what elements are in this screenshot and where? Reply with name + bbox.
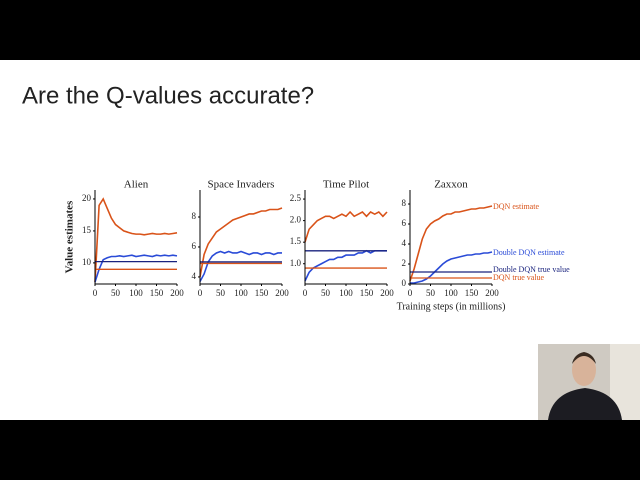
series-annotation: Double DQN true value xyxy=(493,265,570,274)
x-tick-label: 150 xyxy=(150,288,164,298)
chart-title: Time Pilot xyxy=(323,179,369,191)
y-tick-label: 10 xyxy=(82,257,92,267)
x-tick-label: 200 xyxy=(170,288,184,298)
y-tick-label: 2 xyxy=(402,258,407,268)
y-tick-label: 4 xyxy=(192,271,197,281)
webcam xyxy=(538,344,640,420)
x-tick-label: 150 xyxy=(465,288,479,298)
y-tick-label: 1.5 xyxy=(290,236,302,246)
x-axis-label: Training steps (in millions) xyxy=(397,301,506,312)
y-tick-label: 2.5 xyxy=(290,193,302,203)
y-tick-label: 6 xyxy=(402,218,407,228)
webcam-body xyxy=(548,388,622,420)
y-tick-label: 4 xyxy=(402,238,407,248)
series-line xyxy=(94,197,178,283)
chart-title: Zaxxon xyxy=(434,179,468,191)
x-tick-label: 0 xyxy=(93,288,98,298)
series-line xyxy=(199,207,283,278)
webcam-hair xyxy=(572,352,596,364)
x-tick-label: 0 xyxy=(198,288,203,298)
y-tick-label: 20 xyxy=(82,193,92,203)
x-tick-label: 200 xyxy=(380,288,394,298)
series-line xyxy=(409,205,493,282)
x-tick-label: 0 xyxy=(303,288,308,298)
y-tick-label: 8 xyxy=(192,211,197,221)
y-axis-label: Value estimates xyxy=(64,200,76,273)
slide-title: Are the Q-values accurate? xyxy=(22,82,314,109)
slide xyxy=(0,60,640,420)
x-tick-label: 50 xyxy=(111,288,121,298)
x-tick-label: 150 xyxy=(255,288,269,298)
series-line xyxy=(410,251,493,284)
webcam-face xyxy=(572,354,596,386)
x-tick-label: 150 xyxy=(360,288,374,298)
x-tick-label: 0 xyxy=(408,288,413,298)
series-line xyxy=(304,210,388,243)
chart-title: Space Invaders xyxy=(208,179,275,191)
x-tick-label: 100 xyxy=(339,288,353,298)
series-annotation: DQN estimate xyxy=(493,202,539,211)
series-annotation: Double DQN estimate xyxy=(493,248,565,257)
series-annotation: DQN true value xyxy=(493,273,545,282)
y-tick-label: 8 xyxy=(402,198,407,208)
y-tick-label: 15 xyxy=(82,225,92,235)
x-tick-label: 50 xyxy=(216,288,226,298)
x-tick-label: 100 xyxy=(444,288,458,298)
x-tick-label: 200 xyxy=(275,288,289,298)
x-tick-label: 50 xyxy=(321,288,331,298)
series-line xyxy=(304,249,387,282)
y-tick-label: 6 xyxy=(192,241,197,251)
x-tick-label: 200 xyxy=(485,288,499,298)
series-line xyxy=(94,254,178,283)
series-line xyxy=(199,250,282,282)
x-tick-label: 100 xyxy=(129,288,143,298)
y-tick-label: 1.0 xyxy=(290,258,302,268)
y-tick-label: 0 xyxy=(402,278,407,288)
x-tick-label: 50 xyxy=(426,288,436,298)
x-tick-label: 100 xyxy=(234,288,248,298)
chart-title: Alien xyxy=(124,179,149,191)
y-tick-label: 2.0 xyxy=(290,215,302,225)
